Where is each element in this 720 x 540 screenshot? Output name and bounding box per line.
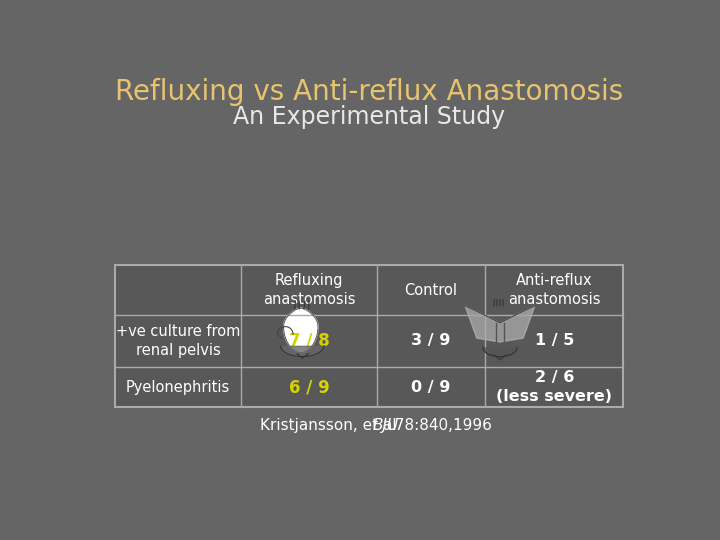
FancyBboxPatch shape bbox=[259, 296, 351, 381]
FancyBboxPatch shape bbox=[114, 265, 624, 408]
Text: Refluxing
anastomosis: Refluxing anastomosis bbox=[263, 273, 355, 307]
Text: 0 / 9: 0 / 9 bbox=[411, 380, 451, 395]
Text: 3 / 9: 3 / 9 bbox=[411, 333, 451, 348]
Text: 7 / 8: 7 / 8 bbox=[289, 332, 329, 350]
Text: 6 / 9: 6 / 9 bbox=[289, 378, 329, 396]
Text: Refluxing vs Anti-reflux Anastomosis: Refluxing vs Anti-reflux Anastomosis bbox=[115, 78, 623, 106]
Text: +ve culture from
renal pelvis: +ve culture from renal pelvis bbox=[116, 324, 240, 358]
Text: An Experimental Study: An Experimental Study bbox=[233, 105, 505, 129]
Text: Control: Control bbox=[405, 282, 457, 298]
Text: BJU: BJU bbox=[373, 417, 399, 433]
Polygon shape bbox=[465, 306, 535, 342]
Text: 1 / 5: 1 / 5 bbox=[534, 333, 574, 348]
Polygon shape bbox=[284, 308, 318, 353]
Text: Anti-reflux
anastomosis: Anti-reflux anastomosis bbox=[508, 273, 600, 307]
Text: 78:840,1996: 78:840,1996 bbox=[390, 417, 492, 433]
Text: 2 / 6
(less severe): 2 / 6 (less severe) bbox=[496, 370, 612, 404]
FancyBboxPatch shape bbox=[454, 296, 546, 381]
Text: Pyelonephritis: Pyelonephritis bbox=[126, 380, 230, 395]
Text: Kristjansson, et al: Kristjansson, et al bbox=[261, 417, 407, 433]
